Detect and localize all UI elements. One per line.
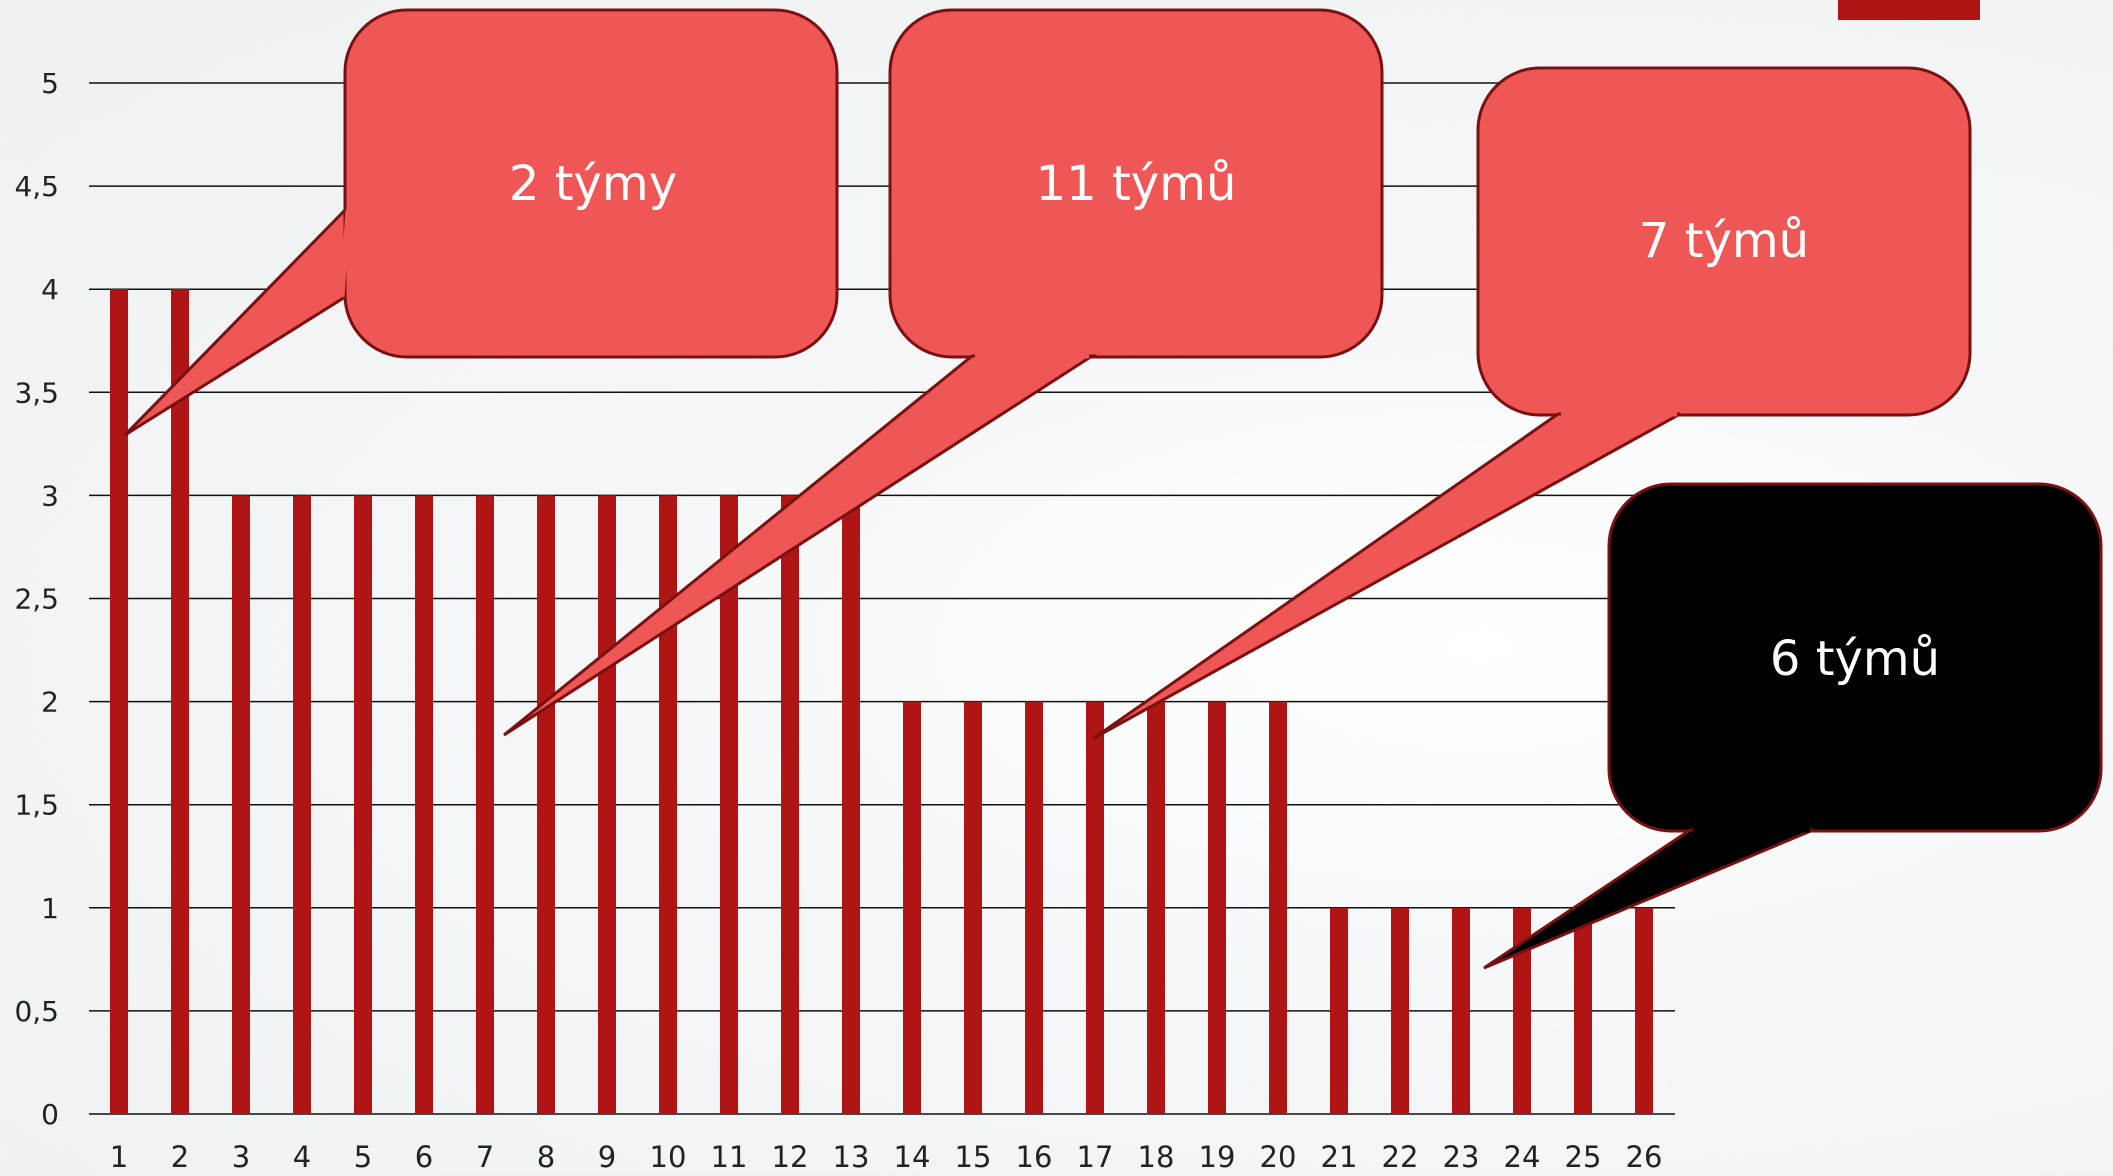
bar (476, 495, 494, 1114)
x-tick-label: 10 (650, 1140, 687, 1172)
y-tick-label: 3,5 (14, 376, 59, 409)
x-tick-label: 15 (955, 1140, 992, 1172)
callout-box (343, 8, 839, 359)
y-tick-label: 4 (41, 273, 59, 306)
bar (842, 495, 860, 1114)
x-tick-label: 18 (1138, 1140, 1175, 1172)
x-tick-label: 9 (598, 1140, 616, 1172)
callout: 6 týmů (1483, 482, 2103, 970)
bar (1269, 701, 1287, 1114)
bar (1635, 907, 1653, 1114)
x-tick-label: 20 (1260, 1140, 1297, 1172)
callout-label: 11 týmů (1036, 156, 1237, 212)
bar (1025, 701, 1043, 1114)
callout-label: 7 týmů (1639, 213, 1809, 269)
x-tick-label: 7 (476, 1140, 494, 1172)
bar (171, 289, 189, 1114)
bar (720, 495, 738, 1114)
bar (1208, 701, 1226, 1114)
bar (1147, 701, 1165, 1114)
bar (110, 289, 128, 1114)
x-tick-label: 16 (1016, 1140, 1053, 1172)
x-tick-label: 24 (1504, 1140, 1541, 1172)
callouts: 2 týmy 11 týmů 7 týmů 6 týmů (123, 8, 2103, 970)
y-tick-label: 5 (41, 67, 59, 100)
callout-label: 6 týmů (1770, 631, 1940, 687)
bar (1513, 907, 1531, 1114)
callout-label: 2 týmy (509, 156, 677, 212)
corner-accent (1838, 0, 1980, 20)
bar (903, 701, 921, 1114)
x-tick-label: 11 (711, 1140, 748, 1172)
bar (964, 701, 982, 1114)
x-tick-label: 26 (1626, 1140, 1663, 1172)
bar (659, 495, 677, 1114)
y-tick-label: 0 (41, 1098, 59, 1131)
bar (1391, 907, 1409, 1114)
x-tick-label: 8 (537, 1140, 555, 1172)
x-tick-label: 14 (894, 1140, 931, 1172)
y-tick-label: 2 (41, 686, 59, 719)
x-tick-label: 23 (1443, 1140, 1480, 1172)
x-tick-label: 2 (171, 1140, 189, 1172)
callout-pointer (123, 206, 347, 437)
y-tick-label: 1,5 (14, 789, 59, 822)
bar (293, 495, 311, 1114)
x-tick-label: 13 (833, 1140, 870, 1172)
bar (1086, 701, 1104, 1114)
callout: 2 týmy (123, 8, 839, 437)
bar (1330, 907, 1348, 1114)
bar (781, 495, 799, 1114)
callout-pointer (1093, 412, 1681, 740)
x-tick-label: 25 (1565, 1140, 1602, 1172)
bars (110, 289, 1653, 1114)
x-tick-label: 21 (1321, 1140, 1358, 1172)
x-tick-label: 12 (772, 1140, 809, 1172)
y-axis-ticks: 0 0,5 1 1,5 2 2,5 3 3,5 4 4,5 5 (14, 67, 59, 1131)
callout-box (1607, 482, 2103, 833)
bar (598, 495, 616, 1114)
callout-box (1476, 66, 1972, 417)
bar (354, 495, 372, 1114)
x-tick-label: 4 (293, 1140, 311, 1172)
bar (415, 495, 433, 1114)
bar (1452, 907, 1470, 1114)
x-tick-label: 22 (1382, 1140, 1419, 1172)
y-tick-label: 0,5 (14, 995, 59, 1028)
y-tick-label: 4,5 (14, 170, 59, 203)
bar (232, 495, 250, 1114)
bar (537, 495, 555, 1114)
x-tick-label: 17 (1077, 1140, 1114, 1172)
callout: 7 týmů (1093, 66, 1972, 740)
y-tick-label: 2,5 (14, 583, 59, 616)
y-tick-label: 3 (41, 479, 59, 512)
x-tick-label: 1 (110, 1140, 128, 1172)
x-tick-label: 3 (232, 1140, 250, 1172)
callout-seam (339, 209, 351, 298)
callout-box (888, 8, 1384, 359)
x-tick-label: 19 (1199, 1140, 1236, 1172)
callout: 11 týmů (503, 8, 1384, 737)
bar (1574, 907, 1592, 1114)
y-tick-label: 1 (41, 892, 59, 925)
x-tick-label: 5 (354, 1140, 372, 1172)
x-axis-ticks: 1 2 3 4 5 6 7 8 9 10 11 12 13 14 15 16 17 18 19 20 21 22 23 24 2… (110, 1140, 1663, 1174)
x-tick-label: 6 (415, 1140, 433, 1172)
